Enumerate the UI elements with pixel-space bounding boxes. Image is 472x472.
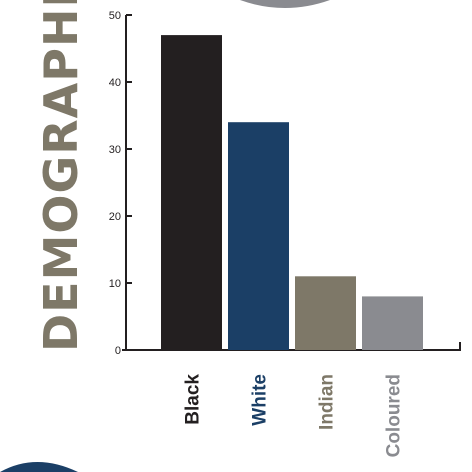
category-label-black: Black bbox=[183, 374, 204, 425]
bars bbox=[161, 35, 423, 350]
bar-white bbox=[228, 122, 289, 350]
y-tick-label-40: 40 bbox=[109, 77, 121, 89]
category-labels: Black White Indian Coloured bbox=[183, 374, 405, 458]
chart-title: DEMOGRAPHICS bbox=[34, 0, 88, 352]
bar-coloured bbox=[362, 296, 423, 350]
bar-black bbox=[161, 35, 222, 350]
y-tick-label-0: 0 bbox=[115, 345, 121, 357]
decorative-circle-top bbox=[240, 0, 330, 8]
decorative-circle-bottom bbox=[0, 462, 78, 472]
category-label-white: White bbox=[250, 374, 271, 426]
bar-indian bbox=[295, 276, 356, 350]
y-tick-label-10: 10 bbox=[109, 278, 121, 290]
y-tick-label-30: 30 bbox=[109, 144, 121, 156]
category-label-indian: Indian bbox=[317, 374, 338, 430]
y-tick-label-50: 50 bbox=[109, 10, 121, 22]
category-label-coloured: Coloured bbox=[384, 374, 405, 457]
y-axis-ticks: 0 10 20 30 40 50 bbox=[109, 10, 132, 357]
y-tick-label-20: 20 bbox=[109, 211, 121, 223]
